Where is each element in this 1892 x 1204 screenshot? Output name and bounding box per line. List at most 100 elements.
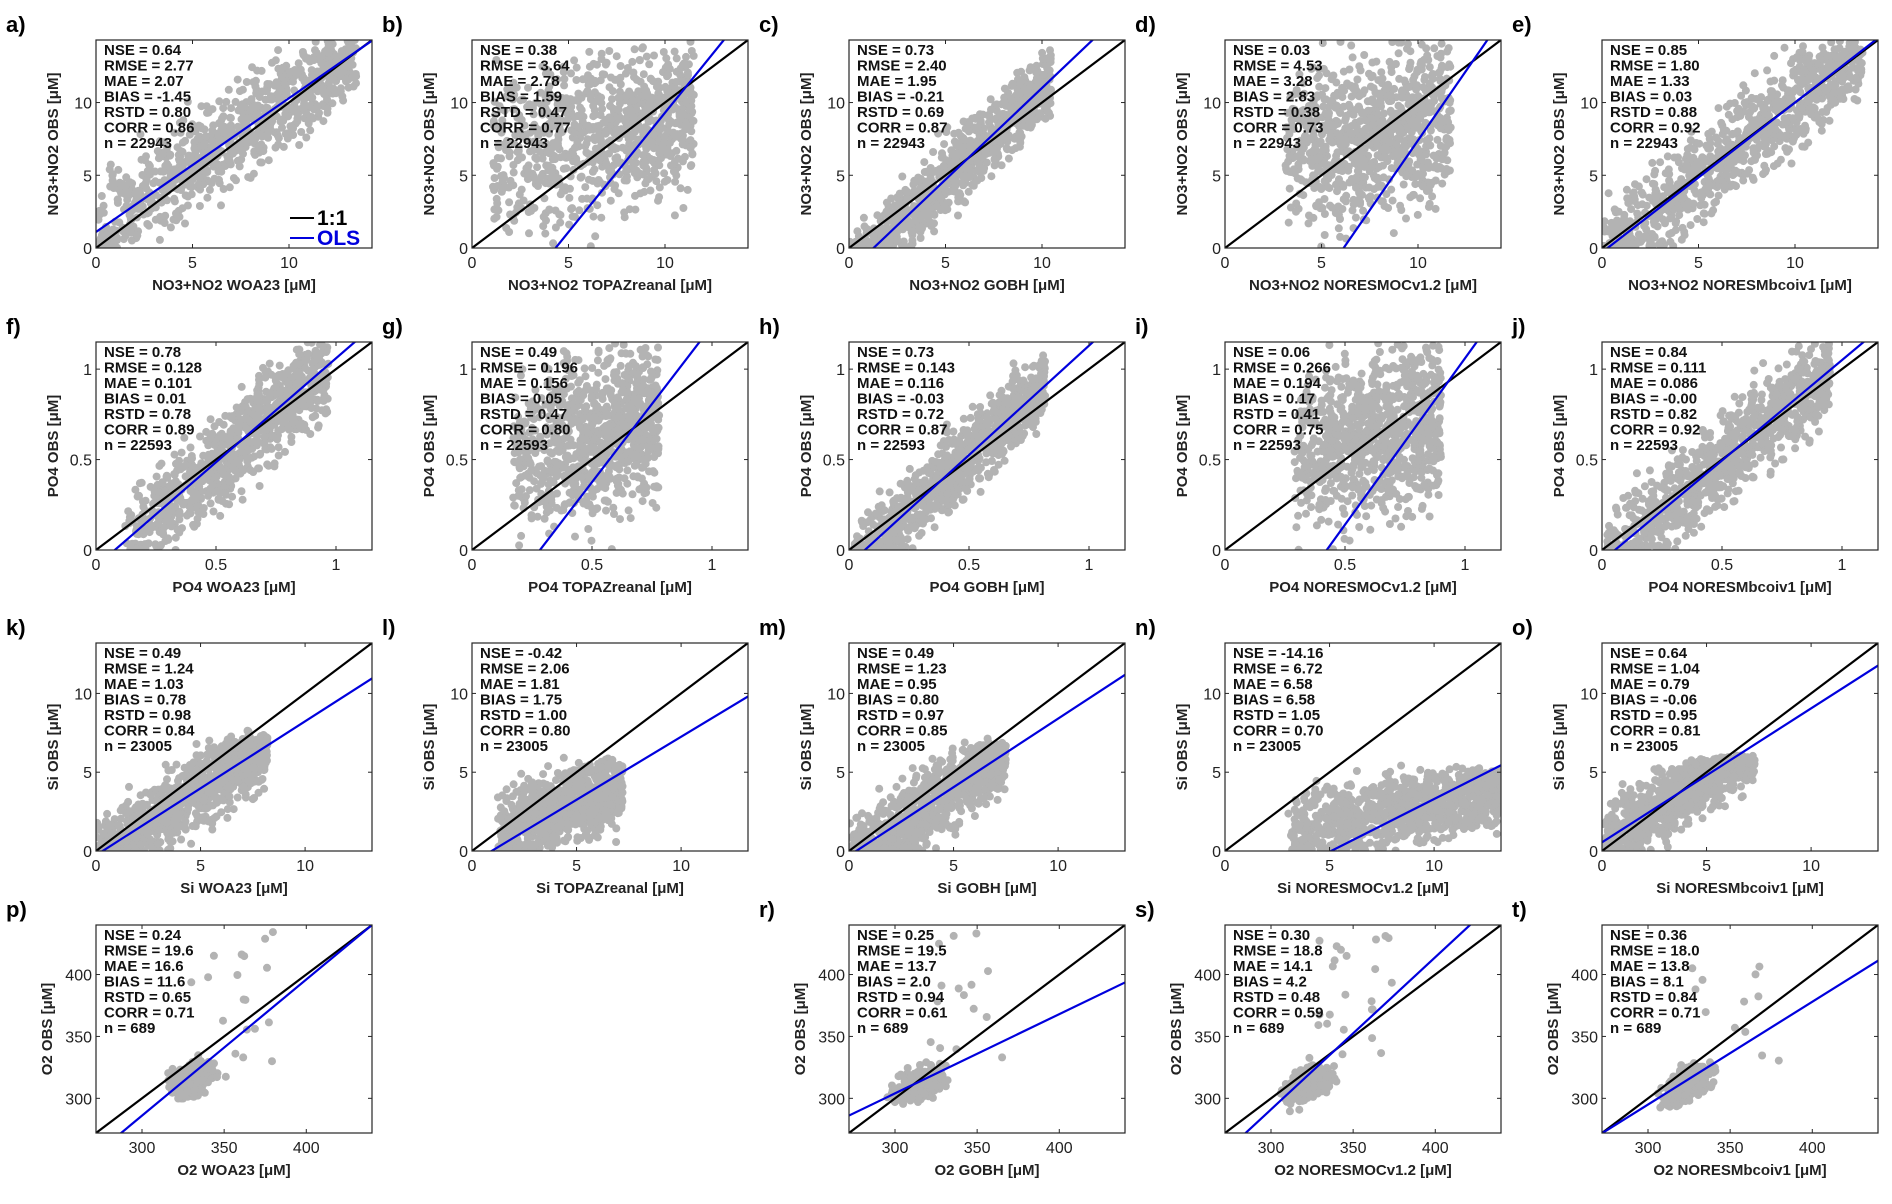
data-point [1348,53,1357,62]
data-point [1398,93,1407,102]
data-point [1696,201,1705,210]
data-point [670,211,679,220]
y-axis-label: NO3+NO2 OBS [μM] [45,73,62,216]
data-point [954,211,962,220]
data-point [662,54,671,63]
data-point [1001,134,1010,143]
data-point [1445,107,1454,116]
data-point [954,128,963,137]
data-point [570,143,579,152]
data-point [529,110,538,119]
data-point [1299,191,1308,200]
data-point [1417,40,1426,49]
data-point [672,54,681,63]
data-point [151,177,160,186]
data-point [614,105,623,114]
data-point [1818,43,1827,52]
data-point [496,105,505,113]
data-point [1336,40,1345,46]
data-point [1374,76,1383,85]
stat-line: BIAS = -1.45 [104,89,191,106]
data-point [125,224,134,233]
data-point [929,148,938,156]
data-point [1438,155,1447,164]
data-point [1046,54,1055,63]
data-point [200,139,209,148]
data-point [1752,135,1761,144]
data-point [1015,89,1024,98]
data-point [1413,210,1422,219]
data-point [1285,151,1294,160]
data-point [1674,158,1683,167]
data-point [1339,67,1348,76]
data-point [1782,118,1791,127]
data-point [1380,202,1389,210]
data-point [1283,108,1292,117]
stat-line: NSE = 0.03 [1233,42,1310,59]
data-point [987,105,995,114]
data-point [143,220,152,228]
data-point [591,110,600,119]
data-point [878,224,887,233]
data-point [960,136,969,145]
data-point [1419,164,1428,173]
data-point [1316,139,1325,148]
data-point [567,69,575,78]
data-point [1335,175,1343,184]
data-point [531,153,540,162]
data-point [1799,42,1807,51]
data-point [1320,195,1329,203]
data-point [1404,100,1413,109]
data-point [524,208,533,216]
data-point [276,66,285,75]
data-point [1406,139,1415,148]
data-point [631,205,640,214]
data-point [286,103,295,112]
ols-line [1605,40,1878,248]
data-point [1408,166,1417,175]
x-tick-label: 10 [656,255,674,272]
data-point [1332,101,1341,110]
data-point [605,113,614,122]
data-point [1320,231,1329,239]
data-point [973,123,982,132]
data-point [1390,84,1399,93]
data-point [1728,180,1737,189]
data-point [642,52,651,61]
data-point [608,87,617,96]
data-point [1763,66,1772,75]
data-point [1431,204,1440,213]
data-point [597,213,606,222]
data-point [1315,64,1324,73]
one-to-one-line [472,40,748,248]
data-point [608,95,616,104]
data-point [563,115,572,124]
data-point [336,87,345,96]
data-point [652,177,661,186]
data-point [1397,206,1406,214]
data-point [1446,62,1455,71]
data-point [1338,167,1347,175]
data-point [489,182,497,191]
data-point [158,150,167,159]
data-point [275,361,284,370]
data-point [1706,139,1715,148]
data-point [229,149,237,158]
data-point [1703,171,1712,180]
data-point [1650,180,1659,189]
data-point [122,173,131,182]
data-point [1305,102,1313,110]
data-point [1634,230,1643,239]
data-point [219,104,228,113]
data-point [344,46,353,55]
data-point [1706,190,1715,199]
data-point [594,176,603,184]
data-point [205,185,214,194]
data-point [1322,69,1331,78]
data-point [1411,173,1420,182]
data-point [1341,135,1350,144]
data-point [1423,51,1432,60]
data-point [1038,48,1047,57]
data-point [1365,183,1374,192]
